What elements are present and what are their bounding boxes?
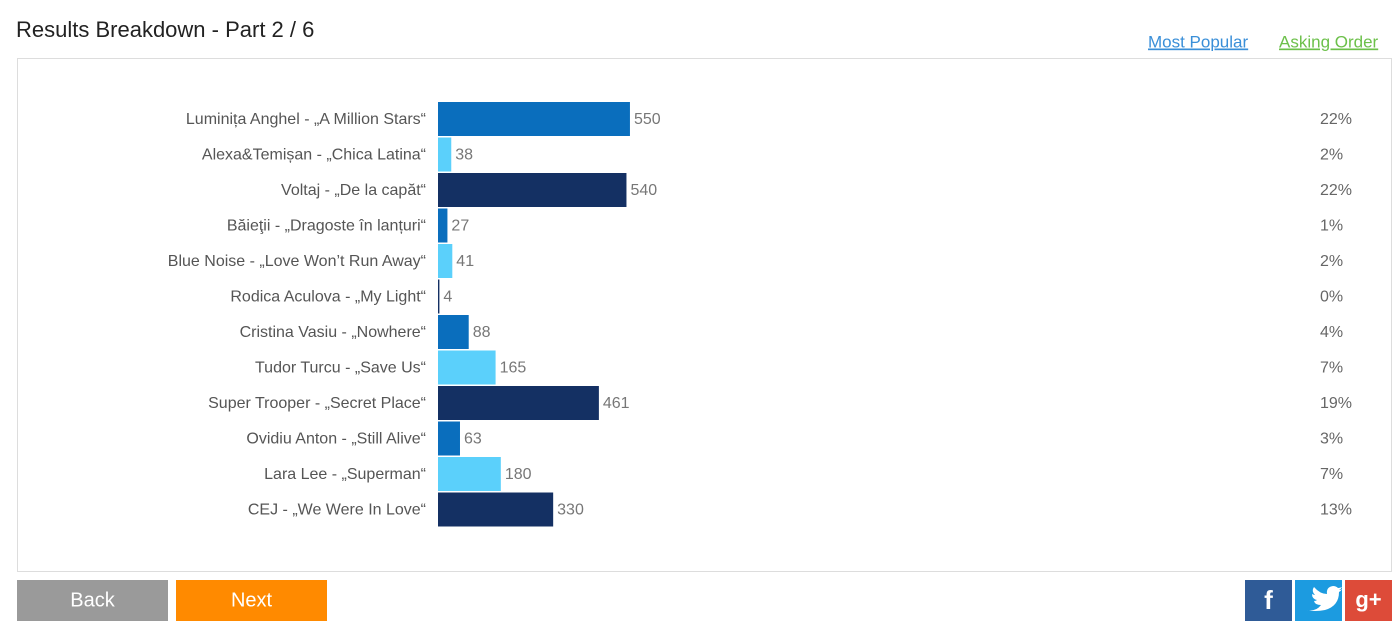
percent-label: 1%: [1320, 218, 1343, 235]
category-label: Rodica Aculova - „My Light“: [230, 289, 426, 306]
back-button[interactable]: [17, 580, 168, 621]
bar: [438, 102, 630, 136]
percent-label: 22%: [1320, 182, 1352, 199]
chart: Luminița Anghel - „A Million Stars“ 550 22…: [168, 102, 1352, 527]
percent-label: 19%: [1320, 395, 1352, 412]
twitter-icon: [1306, 586, 1342, 611]
category-label: Tudor Turcu - „Save Us“: [255, 360, 426, 377]
percent-label: 3%: [1320, 431, 1343, 448]
sort-link[interactable]: Most Popular: [1148, 32, 1248, 51]
category-label: CEJ - „We Were In Love“: [248, 502, 426, 519]
value-label: 27: [451, 218, 469, 235]
googleplus-icon: g+: [1355, 587, 1381, 612]
bar: [438, 244, 453, 278]
value-label: 41: [456, 253, 474, 270]
percent-label: 0%: [1320, 289, 1343, 306]
value-label: 88: [473, 324, 491, 341]
bar: [438, 137, 452, 172]
bar: [438, 208, 448, 243]
percent-label: 4%: [1320, 324, 1343, 341]
percent-label: 2%: [1320, 147, 1343, 164]
facebook-button[interactable]: [1245, 580, 1292, 621]
value-label: 4: [443, 289, 452, 306]
value-label: 540: [630, 182, 657, 199]
percent-label: 7%: [1320, 360, 1343, 377]
category-label: Lara Lee - „Superman“: [264, 466, 426, 483]
chart-frame: [17, 58, 1392, 572]
percent-label: 13%: [1320, 502, 1352, 519]
next-button[interactable]: [176, 580, 327, 621]
bar: [438, 386, 599, 420]
bar: [438, 421, 460, 456]
category-label: Super Trooper - „Secret Place“: [208, 395, 426, 412]
next-button-label[interactable]: Next: [231, 589, 273, 611]
facebook-icon: f: [1264, 585, 1273, 615]
category-label: Ovidiu Anton - „Still Alive“: [246, 431, 426, 448]
bar: [438, 315, 469, 349]
category-label: Alexa&Temișan - „Chica Latina“: [202, 147, 426, 164]
sort-link[interactable]: Asking Order: [1279, 32, 1379, 51]
percent-label: 2%: [1320, 253, 1343, 270]
category-label: Băieţii - „Dragoste în lanțuri“: [227, 218, 426, 235]
back-button-label[interactable]: Back: [70, 589, 115, 611]
value-label: 165: [500, 360, 527, 377]
value-label: 550: [634, 111, 661, 128]
category-label: Blue Noise - „Love Won’t Run Away“: [168, 253, 426, 270]
category-label: Voltaj - „De la capăt“: [281, 182, 426, 199]
bar: [438, 457, 501, 491]
category-label: Cristina Vasiu - „Nowhere“: [240, 324, 426, 341]
value-label: 38: [455, 147, 473, 164]
value-label: 180: [505, 466, 532, 483]
googleplus-button[interactable]: [1345, 580, 1392, 621]
bar: [438, 492, 554, 527]
bar: [438, 350, 496, 385]
value-label: 63: [464, 431, 482, 448]
page-title: Results Breakdown - Part 2 / 6: [16, 17, 314, 42]
bar: [438, 279, 440, 314]
value-label: 461: [603, 395, 630, 412]
percent-label: 7%: [1320, 466, 1343, 483]
category-label: Luminița Anghel - „A Million Stars“: [186, 111, 426, 128]
bar: [438, 173, 627, 207]
value-label: 330: [557, 502, 584, 519]
percent-label: 22%: [1320, 111, 1352, 128]
